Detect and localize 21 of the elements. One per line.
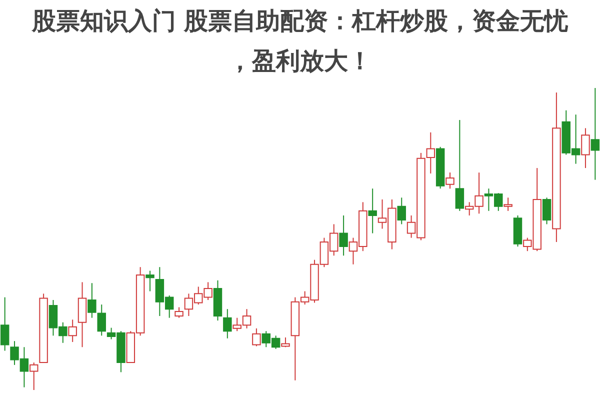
candlestick xyxy=(542,197,552,225)
candlestick xyxy=(174,306,184,318)
candlestick xyxy=(339,214,348,256)
candlestick xyxy=(581,128,590,169)
candlestick xyxy=(446,172,454,190)
candlestick xyxy=(223,308,232,339)
candlestick xyxy=(68,319,77,342)
candlestick xyxy=(504,197,512,212)
candlestick xyxy=(252,328,261,347)
candlestick xyxy=(97,304,106,336)
candlestick xyxy=(0,296,10,352)
candlestick xyxy=(368,188,377,234)
candlestick xyxy=(426,132,436,174)
candlestick xyxy=(146,270,154,292)
candlestick xyxy=(281,336,290,348)
candlestick xyxy=(590,88,600,180)
chart-title: 股票知识入门 股票自助配资：杠杆炒股，资金无忧，盈利放大！ xyxy=(30,7,570,75)
candlestick xyxy=(30,362,38,390)
candlestick xyxy=(397,197,406,225)
candlestick xyxy=(88,282,96,318)
candlestick xyxy=(455,120,464,212)
